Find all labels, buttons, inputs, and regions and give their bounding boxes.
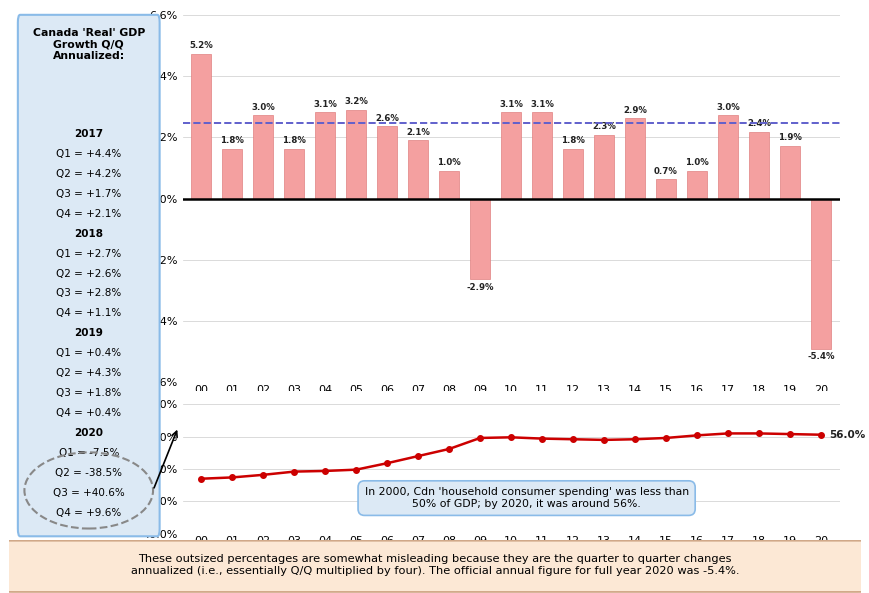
Text: Q1 = +2.7%: Q1 = +2.7%	[56, 248, 122, 259]
Text: Q2 = +2.6%: Q2 = +2.6%	[56, 269, 122, 279]
Text: 1.0%: 1.0%	[437, 158, 461, 167]
Bar	[284, 148, 304, 199]
Text: Q3 = +40.6%: Q3 = +40.6%	[53, 488, 124, 498]
Y-axis label: % Change, Yr vs Previous Yr: % Change, Yr vs Previous Yr	[129, 120, 138, 277]
Bar	[748, 132, 768, 199]
FancyBboxPatch shape	[18, 15, 159, 536]
Bar	[439, 171, 459, 199]
Text: 0.7%: 0.7%	[653, 167, 677, 176]
Text: 2.9%: 2.9%	[622, 106, 647, 114]
Text: 1.8%: 1.8%	[220, 136, 244, 145]
Text: Canada 'Real' GDP
Growth Q/Q
Annualized:: Canada 'Real' GDP Growth Q/Q Annualized:	[32, 28, 145, 61]
Text: Q1 = -7.5%: Q1 = -7.5%	[58, 448, 119, 458]
Bar	[408, 140, 428, 199]
Text: Q1 = +0.4%: Q1 = +0.4%	[56, 348, 121, 358]
Text: 1.9%: 1.9%	[777, 133, 801, 142]
Text: Q3 = +1.8%: Q3 = +1.8%	[56, 388, 122, 398]
Text: 3.0%: 3.0%	[715, 103, 739, 111]
Bar	[501, 112, 521, 199]
Text: 3.1%: 3.1%	[529, 100, 554, 109]
Bar	[191, 54, 211, 199]
Text: In 2000, Cdn 'household consumer spending' was less than
50% of GDP; by 2020, it: In 2000, Cdn 'household consumer spendin…	[364, 487, 688, 509]
Text: 56.0%: 56.0%	[828, 430, 864, 440]
Text: 2.3%: 2.3%	[592, 122, 615, 131]
Bar	[562, 148, 582, 199]
Text: 2020: 2020	[74, 428, 103, 438]
Text: Q3 = +1.7%: Q3 = +1.7%	[56, 189, 122, 199]
Text: Q4 = +1.1%: Q4 = +1.1%	[56, 308, 122, 318]
Text: 2019: 2019	[74, 329, 103, 339]
Text: Q1 = +4.4%: Q1 = +4.4%	[56, 149, 122, 159]
Bar	[810, 199, 830, 349]
Text: 3.1%: 3.1%	[499, 100, 522, 109]
Text: 3.0%: 3.0%	[251, 103, 275, 111]
Bar	[253, 115, 273, 199]
Text: 2017: 2017	[74, 129, 103, 139]
Text: 1.0%: 1.0%	[685, 158, 708, 167]
Text: 3.2%: 3.2%	[344, 97, 368, 106]
Text: Q4 = +2.1%: Q4 = +2.1%	[56, 209, 122, 219]
Text: 2018: 2018	[74, 229, 103, 238]
Text: 5.2%: 5.2%	[189, 42, 213, 50]
Text: 2.1%: 2.1%	[406, 128, 429, 137]
Bar	[594, 135, 614, 199]
Bar	[779, 146, 799, 199]
Bar	[624, 118, 645, 199]
Text: -2.9%: -2.9%	[466, 283, 494, 292]
Text: -5.4%: -5.4%	[806, 352, 833, 361]
Bar	[376, 126, 397, 199]
Bar	[315, 112, 335, 199]
Text: 1.8%: 1.8%	[282, 136, 306, 145]
FancyBboxPatch shape	[0, 541, 869, 592]
Text: Q2 = +4.3%: Q2 = +4.3%	[56, 368, 122, 378]
Text: 2.6%: 2.6%	[375, 114, 399, 123]
Text: Q4 = +9.6%: Q4 = +9.6%	[56, 508, 122, 518]
Bar	[222, 148, 242, 199]
Bar	[346, 110, 366, 199]
Text: Q2 = +4.2%: Q2 = +4.2%	[56, 169, 122, 179]
Bar	[717, 115, 737, 199]
Bar	[687, 171, 706, 199]
Text: Q2 = -38.5%: Q2 = -38.5%	[55, 468, 123, 478]
Text: 3.1%: 3.1%	[313, 100, 337, 109]
Text: These outsized percentages are somewhat misleading because they are the quarter : These outsized percentages are somewhat …	[130, 554, 739, 576]
Bar	[532, 112, 552, 199]
Text: Q4 = +0.4%: Q4 = +0.4%	[56, 408, 121, 418]
X-axis label: Year: Year	[495, 552, 526, 565]
Text: Q3 = +2.8%: Q3 = +2.8%	[56, 288, 122, 298]
Text: 2.4%: 2.4%	[746, 119, 770, 129]
Bar	[655, 179, 675, 199]
Y-axis label: Consumer Spending as
% Share of GDP: Consumer Spending as % Share of GDP	[114, 402, 136, 523]
Text: 1.8%: 1.8%	[561, 136, 584, 145]
Bar	[469, 199, 489, 279]
